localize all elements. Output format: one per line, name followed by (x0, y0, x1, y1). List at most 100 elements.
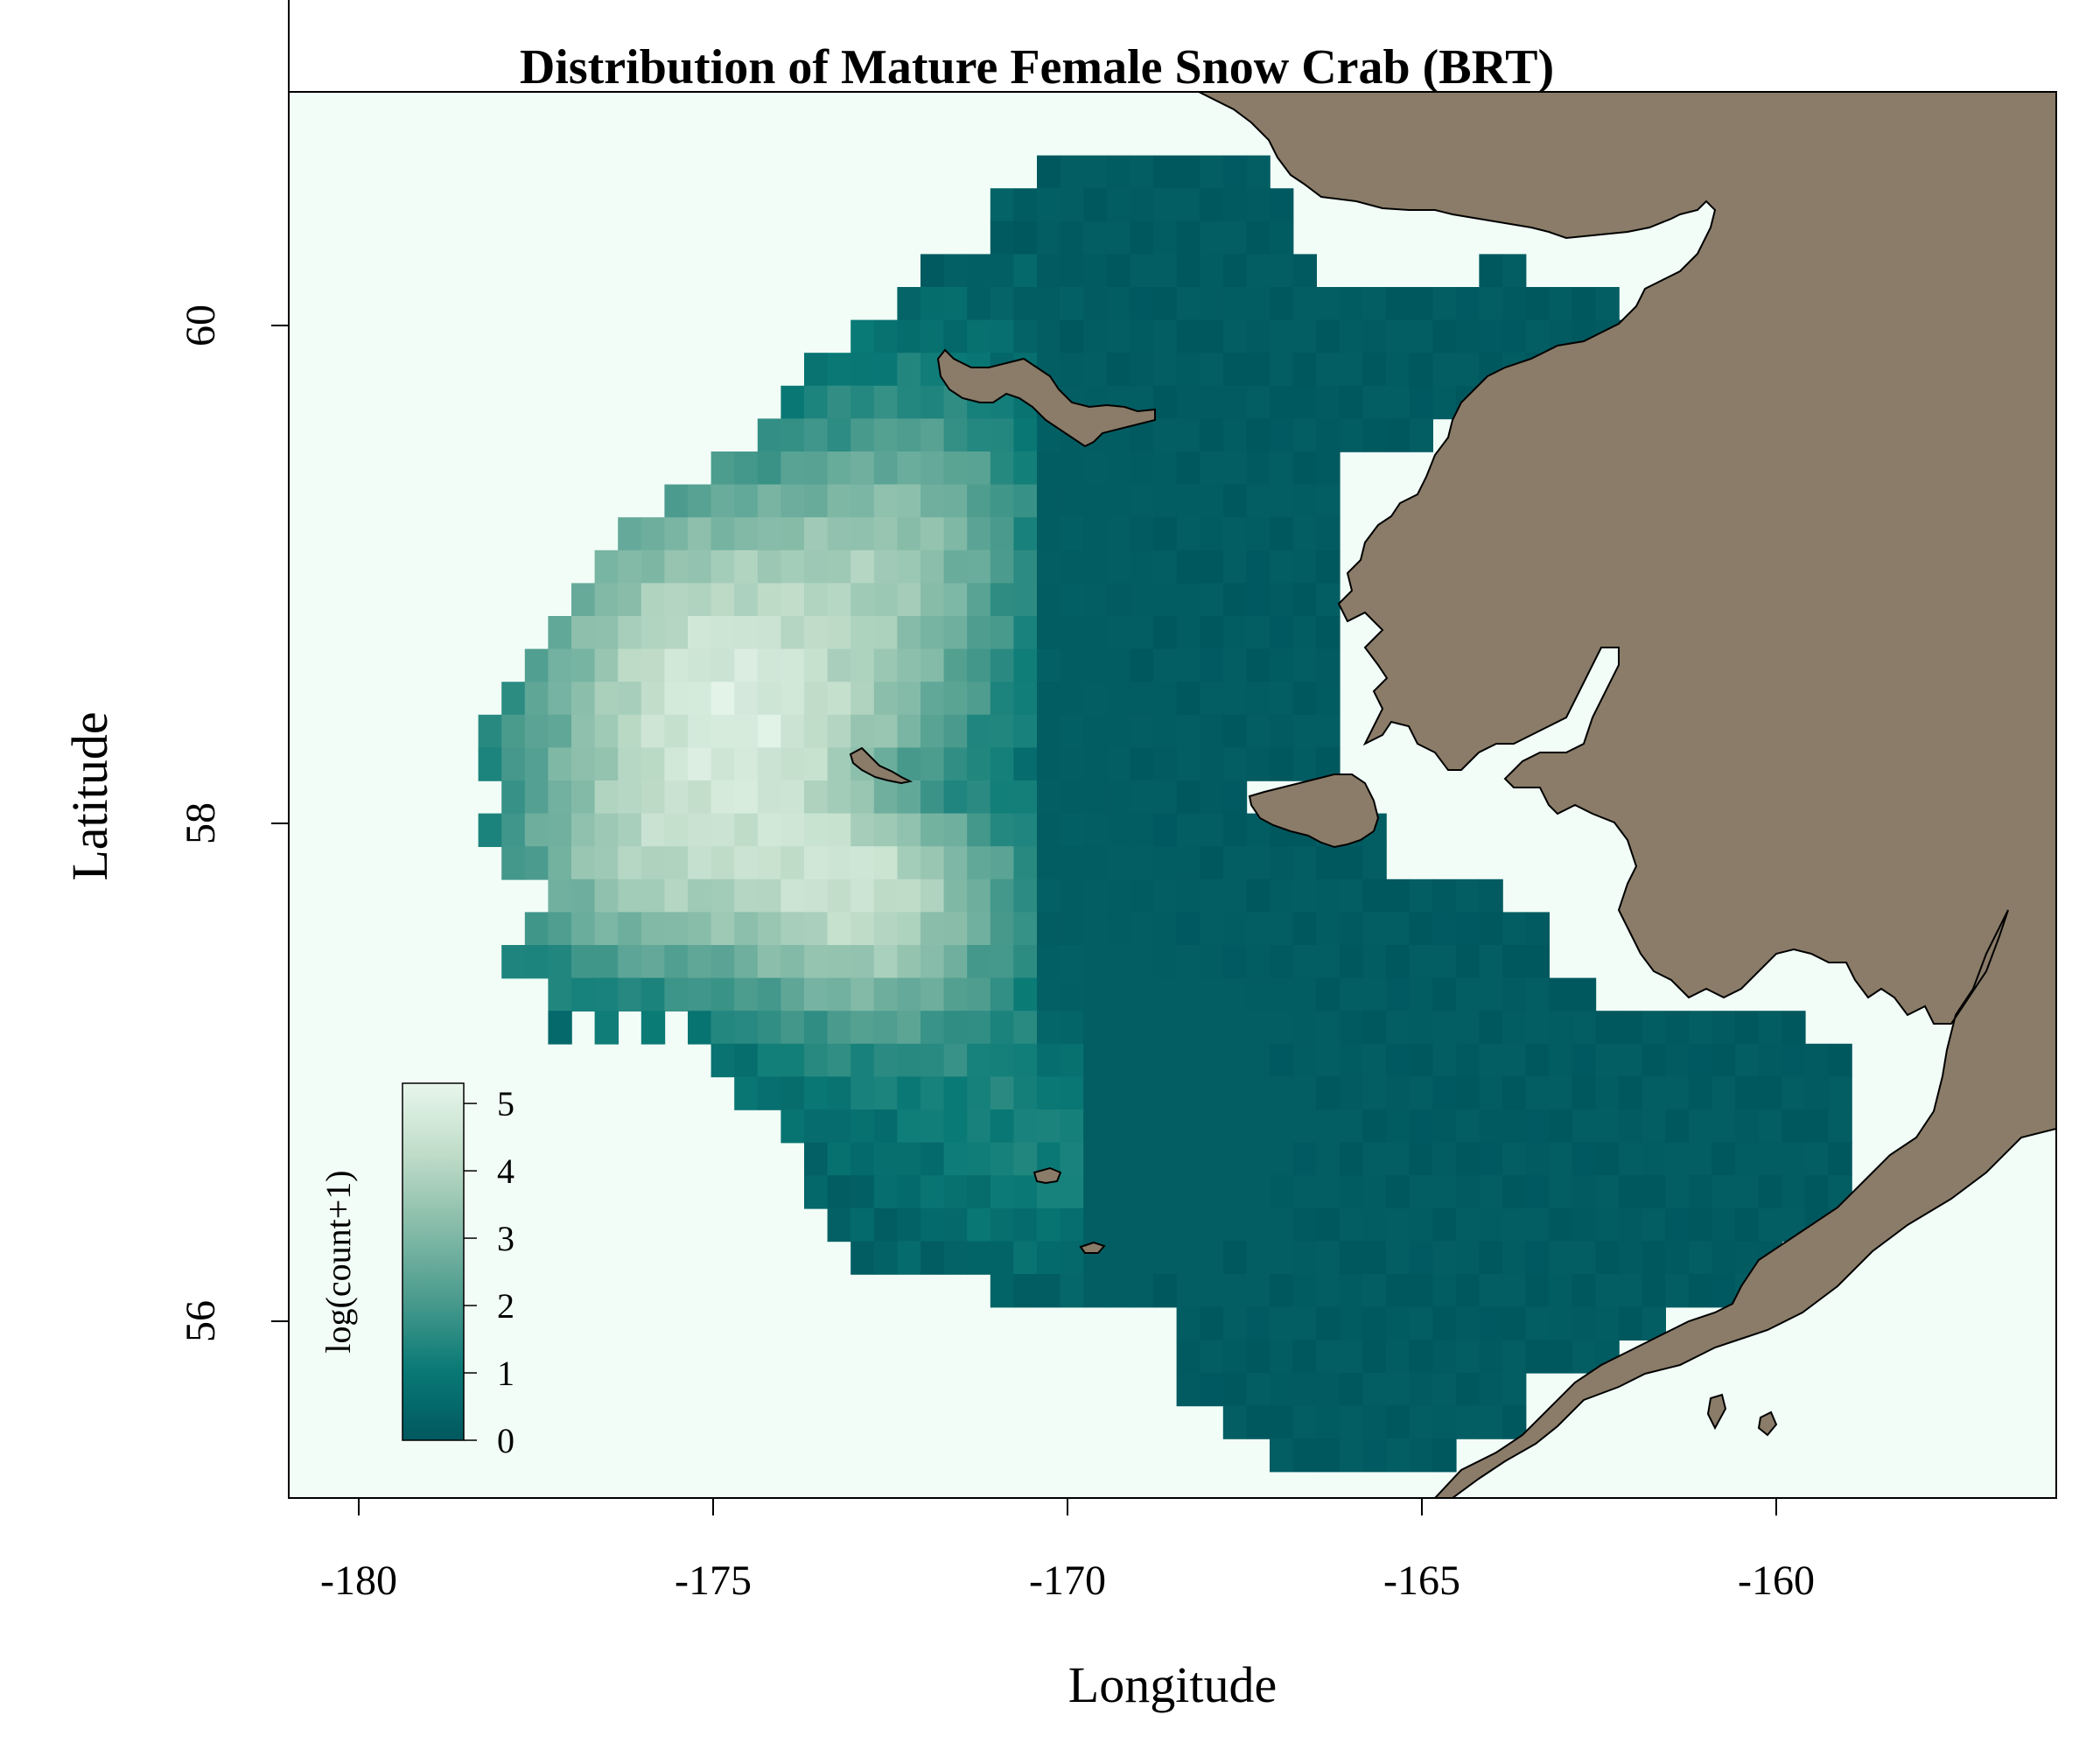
heatmap-cell (780, 813, 805, 847)
heatmap-cell (1316, 418, 1340, 452)
heatmap-cell (618, 583, 642, 617)
heatmap-cell (1130, 1208, 1154, 1242)
heatmap-cell (1176, 1372, 1200, 1407)
heatmap-cell (990, 1043, 1015, 1078)
heatmap-cell (1083, 1274, 1108, 1308)
heatmap-cell (943, 977, 968, 1012)
heatmap-cell (1083, 517, 1108, 551)
heatmap-cell (1339, 1372, 1364, 1407)
legend-tick-label: 3 (497, 1219, 514, 1258)
heatmap-cell (804, 484, 829, 518)
heatmap-cell (1200, 254, 1224, 288)
heatmap-cell (1665, 1076, 1690, 1110)
heatmap-cell (501, 846, 526, 880)
heatmap-cell (1270, 583, 1294, 617)
heatmap-cell (1292, 1043, 1317, 1078)
heatmap-cell (618, 550, 642, 584)
heatmap-cell (920, 484, 945, 518)
heatmap-cell (1176, 583, 1200, 617)
heatmap-cell (688, 780, 712, 815)
heatmap-cell (1270, 1175, 1294, 1209)
heatmap-cell (1386, 319, 1410, 354)
heatmap-cell (1153, 550, 1178, 584)
heatmap-cell (1525, 1043, 1550, 1078)
heatmap-cell (688, 813, 712, 847)
heatmap-cell (1409, 1306, 1433, 1340)
heatmap-cell (1270, 1274, 1294, 1308)
heatmap-cell (1735, 1175, 1760, 1209)
heatmap-cell (1246, 418, 1270, 452)
heatmap-cell (478, 747, 502, 781)
heatmap-cell (943, 287, 968, 321)
heatmap-cell (1688, 1076, 1713, 1110)
heatmap-cell (1572, 1043, 1597, 1078)
heatmap-cell (640, 550, 666, 584)
heatmap-cell (1479, 1043, 1503, 1078)
heatmap-cell (594, 682, 619, 716)
heatmap-cell (1153, 353, 1178, 387)
heatmap-cell (850, 1175, 875, 1209)
heatmap-cell (548, 616, 572, 650)
heatmap-cell (1176, 780, 1200, 815)
heatmap-cell (1642, 1076, 1666, 1110)
heatmap-cell (640, 616, 666, 650)
heatmap-cell (524, 648, 550, 682)
heatmap-cell (548, 945, 572, 979)
heatmap-cell (664, 714, 689, 749)
heatmap-cell (804, 912, 829, 946)
heatmap-cell (1200, 747, 1224, 781)
heatmap-cell (618, 616, 642, 650)
heatmap-cell (1106, 353, 1131, 387)
heatmap-cell (1409, 1142, 1433, 1176)
heatmap-cell (1339, 1076, 1364, 1110)
heatmap-cell (1176, 418, 1200, 452)
heatmap-cell (1222, 1175, 1248, 1209)
heatmap-cell (571, 977, 596, 1012)
heatmap-cell (990, 188, 1015, 222)
heatmap-cell (804, 977, 829, 1012)
heatmap-cell (1130, 682, 1154, 716)
heatmap-cell (1176, 385, 1200, 420)
legend-title: log(count+1) (318, 1170, 358, 1353)
heatmap-cell (1502, 1372, 1527, 1407)
heatmap-cell (1200, 1175, 1224, 1209)
heatmap-cell (1362, 385, 1387, 420)
heatmap-cell (1316, 977, 1340, 1012)
heatmap-cell (1270, 220, 1294, 256)
heatmap-cell (1479, 1011, 1503, 1045)
heatmap-cell (688, 616, 712, 650)
heatmap-cell (1083, 188, 1108, 222)
heatmap-cell (780, 648, 805, 682)
heatmap-cell (943, 682, 968, 716)
heatmap-cell (1246, 484, 1270, 518)
heatmap-cell (1432, 1110, 1457, 1144)
heatmap-cell (1083, 813, 1108, 847)
heatmap-cell (1083, 878, 1108, 914)
heatmap-cell (1455, 878, 1480, 914)
heatmap-cell (920, 682, 945, 716)
heatmap-cell (734, 780, 759, 815)
heatmap-cell (827, 945, 851, 979)
heatmap-cell (571, 583, 596, 617)
heatmap-cell (1549, 1340, 1573, 1374)
heatmap-cell (1339, 1241, 1364, 1275)
heatmap-cell (618, 945, 642, 979)
heatmap-cell (1270, 287, 1294, 321)
heatmap-cell (850, 813, 875, 847)
heatmap-cell (943, 583, 968, 617)
heatmap-cell (804, 813, 829, 847)
heatmap-cell (734, 484, 759, 518)
heatmap-cell (1106, 484, 1131, 518)
heatmap-cell (780, 714, 805, 749)
heatmap-cell (850, 1011, 875, 1045)
heatmap-cell (1316, 1043, 1340, 1078)
heatmap-cell (548, 846, 572, 880)
heatmap-cell (1432, 1340, 1457, 1374)
heatmap-cell (920, 1110, 945, 1144)
heatmap-cell (897, 846, 921, 880)
heatmap-cell (640, 813, 666, 847)
heatmap-cell (1153, 254, 1178, 288)
heatmap-cell (1502, 912, 1527, 946)
heatmap-cell (594, 714, 619, 749)
heatmap-cell (967, 846, 991, 880)
